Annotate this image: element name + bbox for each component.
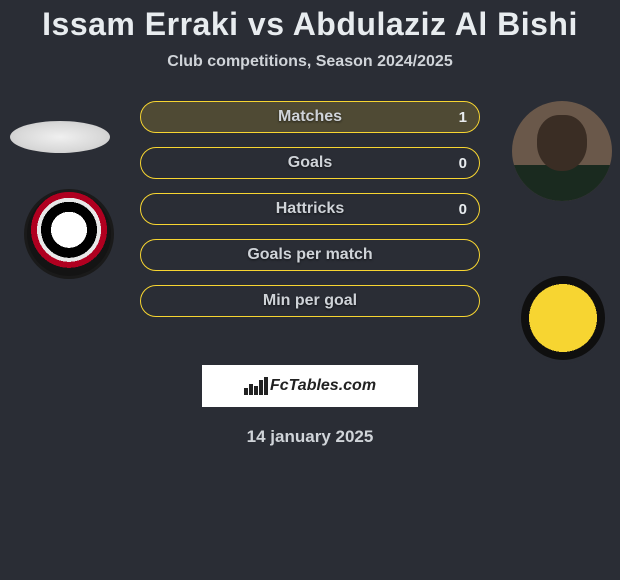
stat-row-min-per-goal: Min per goal [140, 285, 480, 317]
stat-value-right: 1 [459, 109, 467, 126]
player-right-avatar [512, 101, 612, 201]
stat-label: Hattricks [276, 200, 344, 218]
stat-row-goals-per-match: Goals per match [140, 239, 480, 271]
page-title: Issam Erraki vs Abdulaziz Al Bishi [0, 6, 620, 43]
stat-row-matches: Matches 1 [140, 101, 480, 133]
date-label: 14 january 2025 [0, 427, 620, 447]
stat-label: Goals per match [247, 246, 372, 264]
comparison-card: Issam Erraki vs Abdulaziz Al Bishi Club … [0, 0, 620, 447]
stat-label: Goals [288, 154, 332, 172]
subtitle: Club competitions, Season 2024/2025 [0, 53, 620, 71]
stat-value-right: 0 [459, 155, 467, 172]
club-right-badge [518, 273, 608, 363]
player-left-avatar [10, 121, 110, 153]
stat-value-right: 0 [459, 201, 467, 218]
stat-label: Matches [278, 108, 342, 126]
stat-bars: Matches 1 Goals 0 Hattricks 0 [140, 101, 480, 331]
stat-label: Min per goal [263, 292, 357, 310]
stat-row-hattricks: Hattricks 0 [140, 193, 480, 225]
stats-area: Matches 1 Goals 0 Hattricks 0 [0, 101, 620, 361]
stat-row-goals: Goals 0 [140, 147, 480, 179]
club-left-badge [24, 189, 114, 279]
watermark-text: FcTables.com [270, 377, 376, 395]
watermark: FcTables.com [202, 365, 418, 407]
bars-icon [244, 377, 266, 395]
